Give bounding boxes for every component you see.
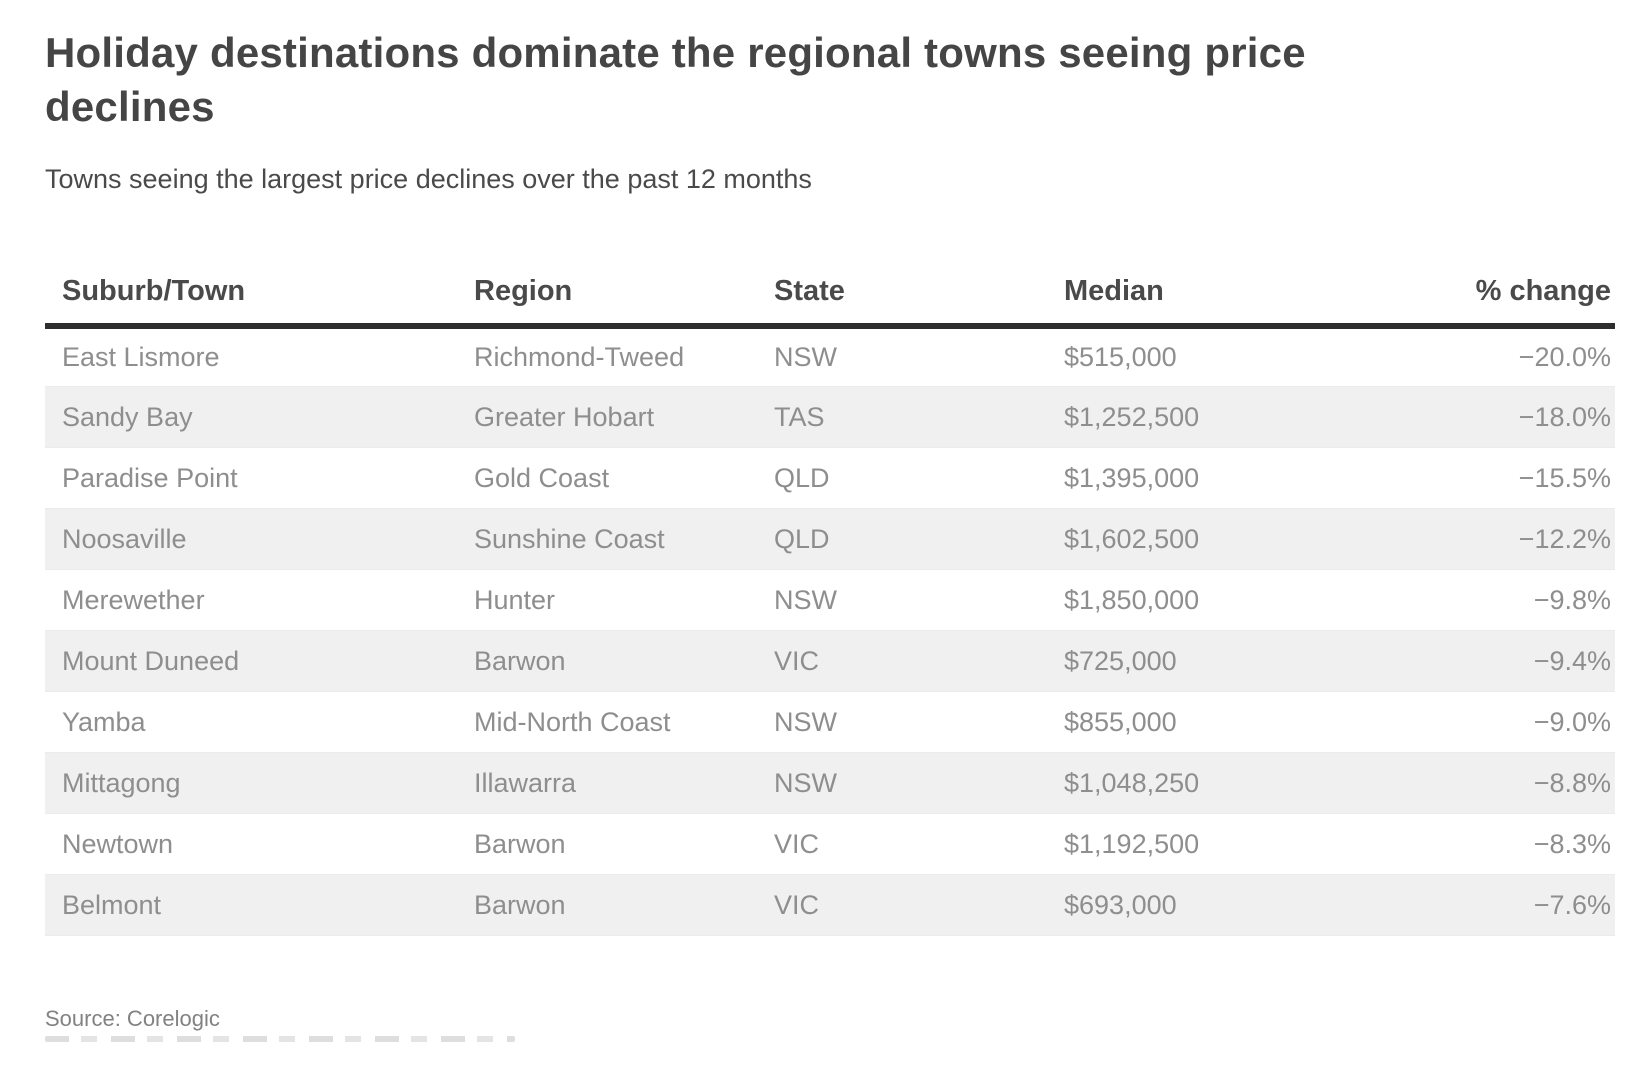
cell-change: −8.3% bbox=[1344, 813, 1615, 875]
table-row-east-lismore: East Lismore Richmond-Tweed NSW $515,000 −20… bbox=[45, 325, 1615, 387]
chart-subtitle: Towns seeing the largest price declines … bbox=[45, 163, 812, 194]
cell-suburb-town: Newtown bbox=[45, 813, 474, 875]
cell-state: NSW bbox=[774, 569, 1064, 631]
cell-region: Mid-North Coast bbox=[474, 691, 774, 753]
cell-suburb-town: Yamba bbox=[45, 691, 474, 753]
table-row-paradise-point: Paradise Point Gold Coast QLD $1,395,000 −15… bbox=[45, 447, 1615, 509]
cell-median: $1,395,000 bbox=[1064, 447, 1344, 509]
table-row-sandy-bay: Sandy Bay Greater Hobart TAS $1,252,500 −18.… bbox=[45, 386, 1615, 448]
cell-state: NSW bbox=[774, 325, 1064, 387]
cell-median: $1,048,250 bbox=[1064, 752, 1344, 814]
cropped-footer-text-sliver bbox=[45, 1036, 515, 1042]
cell-median: $1,602,500 bbox=[1064, 508, 1344, 570]
cell-state: VIC bbox=[774, 874, 1064, 936]
cell-median: $515,000 bbox=[1064, 325, 1344, 387]
cell-suburb-town: Sandy Bay bbox=[45, 386, 474, 448]
cell-median: $1,252,500 bbox=[1064, 386, 1344, 448]
table-header-row: Suburb/Town Region State Median% change bbox=[45, 250, 1615, 329]
cell-region: Barwon bbox=[474, 813, 774, 875]
cell-change: −20.0% bbox=[1344, 325, 1615, 387]
cell-state: TAS bbox=[774, 386, 1064, 448]
table-row-belmont: Belmont Barwon VIC $693,000 −7.6% bbox=[45, 874, 1615, 936]
cell-change: −9.8% bbox=[1344, 569, 1615, 631]
cell-median: $725,000 bbox=[1064, 630, 1344, 692]
cell-region: Sunshine Coast bbox=[474, 508, 774, 570]
cell-change: −9.4% bbox=[1344, 630, 1615, 692]
column-header-region: Region bbox=[474, 250, 774, 329]
column-header-median: Median bbox=[1064, 250, 1344, 329]
cell-suburb-town: Paradise Point bbox=[45, 447, 474, 509]
cell-suburb-town: Noosaville bbox=[45, 508, 474, 570]
table-row-merewether: Merewether Hunter NSW $1,850,000 −9.8% bbox=[45, 569, 1615, 631]
cell-suburb-town: Belmont bbox=[45, 874, 474, 936]
cell-region: Hunter bbox=[474, 569, 774, 631]
cell-region: Richmond-Tweed bbox=[474, 325, 774, 387]
cell-region: Barwon bbox=[474, 630, 774, 692]
cell-change: −18.0% bbox=[1344, 386, 1615, 448]
table-row-newtown: Newtown Barwon VIC $1,192,500 −8.3% bbox=[45, 813, 1615, 875]
cell-suburb-town: Merewether bbox=[45, 569, 474, 631]
cell-change: −7.6% bbox=[1344, 874, 1615, 936]
cell-state: NSW bbox=[774, 752, 1064, 814]
cell-state: NSW bbox=[774, 691, 1064, 753]
cell-median: $855,000 bbox=[1064, 691, 1344, 753]
source-note: Source: Corelogic bbox=[45, 1006, 220, 1031]
cell-change: −12.2% bbox=[1344, 508, 1615, 570]
table-row-noosaville: Noosaville Sunshine Coast QLD $1,602,500 −12… bbox=[45, 508, 1615, 570]
cell-change: −15.5% bbox=[1344, 447, 1615, 509]
cell-suburb-town: East Lismore bbox=[45, 325, 474, 387]
cell-median: $1,192,500 bbox=[1064, 813, 1344, 875]
cell-state: QLD bbox=[774, 508, 1064, 570]
column-header-suburb-town: Suburb/Town bbox=[45, 250, 474, 329]
cell-suburb-town: Mittagong bbox=[45, 752, 474, 814]
cell-median: $693,000 bbox=[1064, 874, 1344, 936]
chart-title: Holiday destinations dominate the region… bbox=[45, 29, 1306, 130]
cell-region: Gold Coast bbox=[474, 447, 774, 509]
cell-region: Illawarra bbox=[474, 752, 774, 814]
table-row-yamba: Yamba Mid-North Coast NSW $855,000 −9.0% bbox=[45, 691, 1615, 753]
table-row-mittagong: Mittagong Illawarra NSW $1,048,250 −8.8% bbox=[45, 752, 1615, 814]
cell-suburb-town: Mount Duneed bbox=[45, 630, 474, 692]
table-head: Suburb/Town Region State Median% change bbox=[45, 250, 1615, 329]
price-declines-table: Suburb/Town Region State Median% change Eas… bbox=[45, 250, 1615, 936]
table-row-mount-duneed: Mount Duneed Barwon VIC $725,000 −9.4% bbox=[45, 630, 1615, 692]
column-header-state: State bbox=[774, 250, 1064, 329]
cell-state: VIC bbox=[774, 813, 1064, 875]
cell-change: −8.8% bbox=[1344, 752, 1615, 814]
cell-region: Barwon bbox=[474, 874, 774, 936]
cell-median: $1,850,000 bbox=[1064, 569, 1344, 631]
table-body: East Lismore Richmond-Tweed NSW $515,000 −20… bbox=[45, 325, 1615, 936]
cell-state: QLD bbox=[774, 447, 1064, 509]
column-header-change: % change bbox=[1344, 250, 1615, 329]
cell-state: VIC bbox=[774, 630, 1064, 692]
cell-change: −9.0% bbox=[1344, 691, 1615, 753]
cell-region: Greater Hobart bbox=[474, 386, 774, 448]
